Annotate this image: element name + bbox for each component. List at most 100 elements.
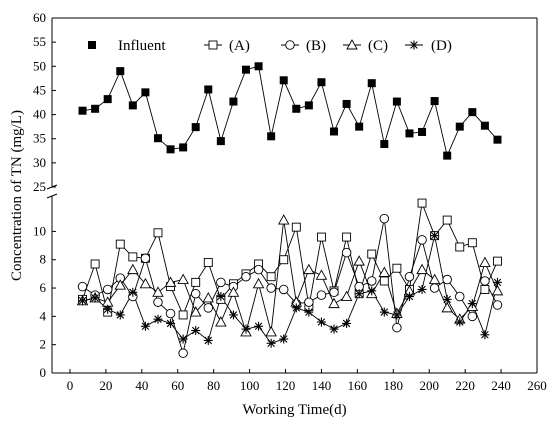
y-tick-label: 8 <box>40 252 47 267</box>
legend-item-d: (D) <box>405 38 452 54</box>
data-point-b <box>443 275 452 284</box>
data-point-b <box>166 309 175 318</box>
data-point-d <box>78 296 87 305</box>
legend-marker-influent <box>88 41 96 49</box>
data-point-influent <box>79 107 87 115</box>
data-point-d <box>355 289 364 298</box>
x-tick-label: 0 <box>67 378 74 393</box>
data-point-c <box>329 299 339 308</box>
data-point-c <box>128 265 138 274</box>
x-tick-label: 160 <box>348 378 368 393</box>
data-point-b <box>204 304 213 313</box>
data-point-c <box>304 265 314 274</box>
data-point-b <box>380 214 389 223</box>
data-point-influent <box>368 79 376 87</box>
data-point-influent <box>431 97 439 105</box>
x-tick-label: 260 <box>527 378 547 393</box>
data-point-influent <box>104 95 112 103</box>
y-tick-label: 40 <box>33 107 46 122</box>
data-point-a <box>468 239 476 247</box>
data-point-a <box>204 259 212 267</box>
x-tick-label: 20 <box>99 378 112 393</box>
legend-label-c: (C) <box>368 38 388 54</box>
data-point-c <box>279 215 289 224</box>
data-point-b <box>330 288 339 297</box>
data-point-influent <box>493 136 501 144</box>
data-point-influent <box>204 85 212 93</box>
data-point-b <box>217 278 226 287</box>
data-point-b <box>418 236 427 245</box>
data-point-c <box>354 256 364 265</box>
data-point-d <box>242 325 251 334</box>
data-point-d <box>254 322 263 331</box>
data-point-d <box>292 303 301 312</box>
y-tick-label: 55 <box>33 34 46 49</box>
axes: 0 20 40 60 80 100 120 140 160 180 200 220 240 260 0 2 4 6… <box>33 10 547 393</box>
data-point-b <box>242 272 251 281</box>
legend-label-influent: Influent <box>118 38 166 54</box>
data-point-b <box>267 284 276 293</box>
y-tick-label: 35 <box>33 131 46 146</box>
y-tick-label: 25 <box>33 179 46 194</box>
legend-marker-d <box>410 41 419 50</box>
x-tick-label: 200 <box>419 378 439 393</box>
data-point-a <box>443 216 451 224</box>
data-point-b <box>468 312 477 321</box>
y-tick-label: 50 <box>33 58 46 73</box>
data-point-a <box>418 199 426 207</box>
data-point-b <box>141 254 150 263</box>
data-point-b <box>154 298 163 307</box>
data-point-d <box>166 319 175 328</box>
x-tick-label: 120 <box>276 378 296 393</box>
data-point-influent <box>192 123 200 131</box>
data-point-a <box>380 277 388 285</box>
data-point-a <box>393 264 401 272</box>
x-tick-label: 40 <box>135 378 148 393</box>
data-point-influent <box>456 123 464 131</box>
data-point-b <box>305 298 314 307</box>
y-tick-label: 2 <box>40 337 47 352</box>
data-point-a <box>343 233 351 241</box>
data-point-influent <box>380 140 388 148</box>
x-tick-label: 220 <box>455 378 475 393</box>
data-point-c <box>254 279 264 288</box>
data-point-influent <box>280 76 288 84</box>
legend-marker-c <box>347 40 357 49</box>
data-point-d <box>191 326 200 335</box>
data-point-a <box>192 278 200 286</box>
data-point-influent <box>330 127 338 135</box>
y-axis-title: Concentration of TN (mg/L) <box>9 110 25 281</box>
data-point-influent <box>292 105 300 113</box>
data-point-influent <box>116 67 124 75</box>
data-point-influent <box>267 132 275 140</box>
data-point-d <box>141 322 150 331</box>
data-point-influent <box>255 62 263 70</box>
x-tick-label: 240 <box>491 378 511 393</box>
data-point-d <box>443 295 452 304</box>
data-point-c <box>442 303 452 312</box>
x-tick-label: 140 <box>312 378 332 393</box>
x-tick-label: 80 <box>207 378 220 393</box>
data-point-a <box>292 223 300 231</box>
series-line-influent <box>83 66 498 155</box>
data-point-d <box>342 319 351 328</box>
data-point-influent <box>217 137 225 145</box>
data-point-influent <box>343 100 351 108</box>
data-point-a <box>368 250 376 258</box>
data-point-d <box>468 299 477 308</box>
data-point-a <box>154 229 162 237</box>
data-point-d <box>367 286 376 295</box>
data-point-d <box>330 325 339 334</box>
data-point-c <box>342 292 352 301</box>
y-tick-label: 6 <box>40 280 47 295</box>
legend: Influent (A) (B) (C) (D) <box>88 38 452 54</box>
data-point-influent <box>179 143 187 151</box>
plot-area <box>78 62 503 357</box>
data-point-influent <box>317 78 325 86</box>
data-point-d <box>279 335 288 344</box>
data-point-d <box>153 315 162 324</box>
data-point-influent <box>229 98 237 106</box>
data-point-influent <box>481 122 489 130</box>
data-point-b <box>317 291 326 300</box>
